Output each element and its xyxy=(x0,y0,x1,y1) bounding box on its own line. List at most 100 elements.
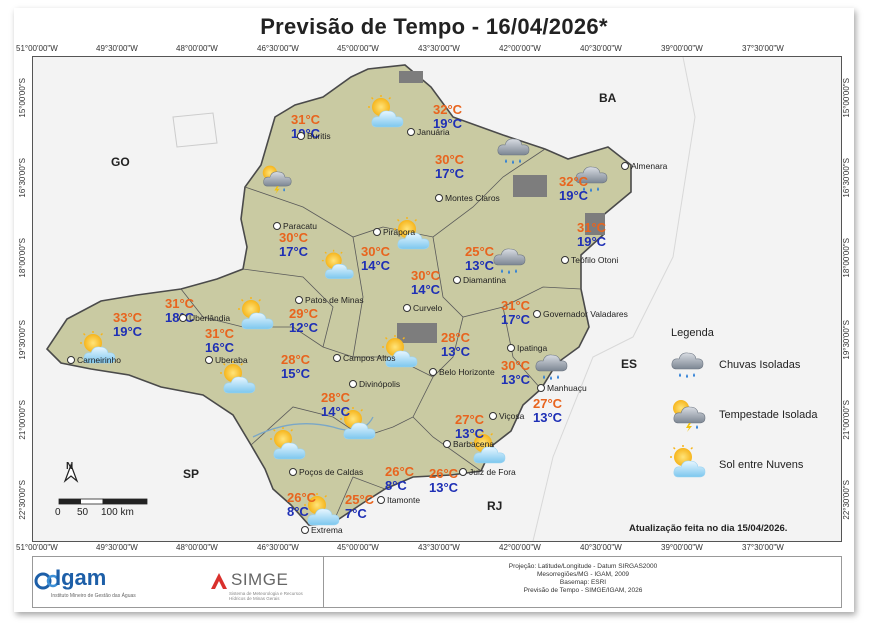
lon-label: 39°00'00"W xyxy=(661,543,703,552)
state-label: ES xyxy=(621,357,638,371)
temp-block: 31°C 16°C xyxy=(205,327,234,355)
lat-label: 21°00'00"S xyxy=(842,400,851,440)
max-temp: 31°C xyxy=(291,112,321,127)
min-temp: 14°C xyxy=(361,258,391,273)
temp-block: 30°C 14°C xyxy=(411,269,440,297)
temp-block: 25°C 13°C xyxy=(465,245,494,273)
max-temp: 25°C xyxy=(465,244,495,259)
legend-item-label: Chuvas Isoladas xyxy=(719,359,801,371)
city-label: Curvelo xyxy=(403,303,442,313)
temp-block: 33°C 19°C xyxy=(113,311,142,339)
city-label: Itamonte xyxy=(377,495,420,505)
lat-label: 15°00'00"S xyxy=(842,78,851,118)
max-temp: 28°C xyxy=(321,390,351,405)
max-temp: 32°C xyxy=(559,174,589,189)
lon-label: 40°30'00"W xyxy=(580,543,622,552)
page-title: Previsão de Tempo - 16/04/2026* xyxy=(260,14,608,39)
credit-line: Previsão de Tempo - SIMGE/IGAM, 2026 xyxy=(523,587,643,594)
credit-line: Mesorregiões/MG - IGAM, 2009 xyxy=(536,571,630,578)
max-temp: 27°C xyxy=(533,396,563,411)
temp-block: 29°C 12°C xyxy=(289,307,318,335)
city-label: Viçosa xyxy=(489,411,524,421)
footer-divider xyxy=(323,557,324,607)
min-temp: 13°C xyxy=(429,480,459,495)
lat-label: 21°00'00"S xyxy=(18,400,27,440)
temp-block: 28°C 13°C xyxy=(441,331,470,359)
min-temp: 17°C xyxy=(435,166,465,181)
min-temp: 13°C xyxy=(465,258,495,273)
city-label: Januária xyxy=(407,127,450,137)
igam-logo-text: Igam xyxy=(55,565,107,590)
temp-block: 27°C 13°C xyxy=(533,397,562,425)
lon-label: 49°30'00"W xyxy=(96,543,138,552)
city-label: Paracatu xyxy=(273,221,317,231)
city-label: Barbacena xyxy=(443,439,494,449)
lon-label: 45°00'00"W xyxy=(337,44,379,53)
max-temp: 28°C xyxy=(441,330,471,345)
lon-label: 45°00'00"W xyxy=(337,543,379,552)
lat-label: 22°30'00"S xyxy=(842,480,851,520)
max-temp: 31°C xyxy=(165,296,195,311)
city-label: Diamantina xyxy=(453,275,506,285)
temp-block: 25°C 7°C xyxy=(345,493,374,521)
city-label: Patos de Minas xyxy=(295,295,364,305)
min-temp: 15°C xyxy=(281,366,311,381)
city-label: Manhuaçu xyxy=(537,383,587,393)
temp-block: 28°C 15°C xyxy=(281,353,310,381)
lat-label: 18°00'00"S xyxy=(18,238,27,278)
lon-label: 43°30'00"W xyxy=(418,44,460,53)
max-temp: 25°C xyxy=(345,492,375,507)
temp-block: 28°C 14°C xyxy=(321,391,350,419)
max-temp: 31°C xyxy=(205,326,235,341)
temp-block: 32°C 19°C xyxy=(559,175,588,203)
max-temp: 30°C xyxy=(411,268,441,283)
max-temp: 31°C xyxy=(577,220,607,235)
min-temp: 13°C xyxy=(501,372,531,387)
city-label: Uberaba xyxy=(205,355,248,365)
temp-block: 30°C 14°C xyxy=(361,245,390,273)
lon-label: 51°00'00"W xyxy=(16,543,58,552)
lon-label: 43°30'00"W xyxy=(418,543,460,552)
lon-label: 51°00'00"W xyxy=(16,44,58,53)
simge-logo-text: SIMGE xyxy=(231,570,289,589)
temp-block: 31°C 19°C xyxy=(577,221,606,249)
city-label: Belo Horizonte xyxy=(429,367,495,377)
temp-block: 30°C 17°C xyxy=(279,231,308,259)
lon-label: 37°30'00"W xyxy=(742,543,784,552)
lon-label: 48°00'00"W xyxy=(176,543,218,552)
legend-item-label: Tempestade Isolada xyxy=(719,409,818,421)
temp-block: 30°C 13°C xyxy=(501,359,530,387)
lon-label: 37°30'00"W xyxy=(742,44,784,53)
max-temp: 30°C xyxy=(435,152,465,167)
update-note: Atualização feita no dia 15/04/2026. xyxy=(629,523,788,534)
lon-label: 39°00'00"W xyxy=(661,44,703,53)
city-label: Buritis xyxy=(297,131,331,141)
credits: Projeção: Latitude/Longitude - Datum SIR… xyxy=(333,563,833,595)
min-temp: 12°C xyxy=(289,320,319,335)
lon-label: 46°30'00"W xyxy=(257,44,299,53)
state-label: GO xyxy=(111,155,130,169)
max-temp: 29°C xyxy=(289,306,319,321)
max-temp: 26°C xyxy=(287,490,317,505)
city-label: Campos Altos xyxy=(333,353,395,363)
map-frame: GO BA ES SP RJ 31°C 19°C 32°C 19°C 30°C 17°… xyxy=(32,56,842,542)
simge-logo-icon xyxy=(211,573,227,589)
credit-line: Basemap: ESRI xyxy=(559,579,607,586)
max-temp: 26°C xyxy=(385,464,415,479)
city-label: Uberlândia xyxy=(179,313,230,323)
lat-label: 16°30'00"S xyxy=(18,158,27,198)
lat-label: 16°30'00"S xyxy=(842,158,851,198)
min-temp: 19°C xyxy=(113,324,143,339)
temp-block: 26°C 8°C xyxy=(287,491,316,519)
lon-label: 42°00'00"W xyxy=(499,44,541,53)
min-temp: 14°C xyxy=(321,404,351,419)
city-label: Carneirinho xyxy=(67,355,121,365)
min-temp: 8°C xyxy=(287,504,309,519)
max-temp: 31°C xyxy=(501,298,531,313)
lat-label: 19°30'00"S xyxy=(842,320,851,360)
state-label: BA xyxy=(599,91,617,105)
temp-block: 31°C 17°C xyxy=(501,299,530,327)
temp-block: 27°C 13°C xyxy=(455,413,484,441)
state-label: RJ xyxy=(487,499,503,513)
city-label: Ipatinga xyxy=(507,343,547,353)
